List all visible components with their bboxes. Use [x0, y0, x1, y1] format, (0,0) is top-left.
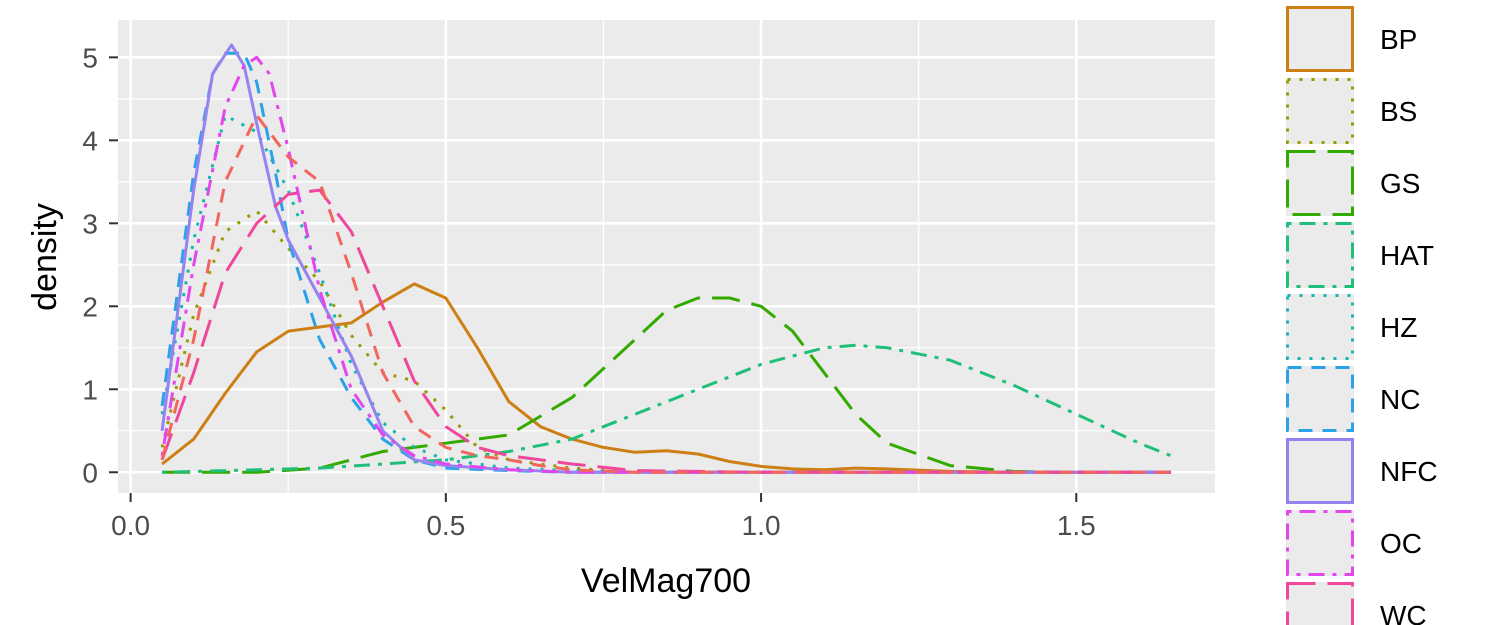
legend-label: OC — [1380, 528, 1422, 559]
series-line-oc — [160, 55, 1171, 474]
series-line-bp — [161, 282, 1171, 474]
legend-key-swatch — [1286, 222, 1354, 288]
legend-item-bp: BP — [1286, 6, 1417, 72]
legend: BP BS GS HAT HZ NC NFC OC WC — [1286, 6, 1438, 625]
legend-item-nfc: NFC — [1286, 438, 1438, 504]
legend-key-background — [1286, 6, 1354, 72]
legend-label: BS — [1380, 96, 1417, 127]
legend-key-swatch — [1286, 78, 1354, 144]
legend-key-background — [1286, 366, 1354, 432]
legend-key-swatch — [1286, 510, 1354, 576]
legend-key-background — [1286, 582, 1354, 625]
y-tick-label: 4 — [82, 125, 98, 156]
x-tick-label: 1.0 — [742, 510, 781, 541]
legend-label: HZ — [1380, 312, 1417, 343]
y-tick-label: 5 — [82, 42, 98, 73]
x-tick-label: 1.5 — [1057, 510, 1096, 541]
legend-label: GS — [1380, 168, 1420, 199]
legend-key-swatch — [1286, 150, 1354, 216]
legend-item-hat: HAT — [1286, 222, 1434, 288]
series-line-nc — [160, 51, 1171, 474]
legend-key-swatch — [1286, 366, 1354, 432]
y-axis-title: density — [26, 203, 64, 311]
legend-item-nc: NC — [1286, 366, 1420, 432]
legend-key-background — [1286, 294, 1354, 360]
x-tick-label: 0.0 — [111, 510, 150, 541]
legend-key-background — [1286, 510, 1354, 576]
legend-key-swatch — [1286, 582, 1354, 625]
y-axis: 0 1 2 3 4 5 — [82, 42, 118, 488]
legend-label: WC — [1380, 600, 1427, 625]
legend-label: NC — [1380, 384, 1420, 415]
y-tick-label: 3 — [82, 208, 98, 239]
legend-key-background — [1286, 222, 1354, 288]
legend-key-background — [1286, 438, 1354, 504]
x-axis-title: VelMag700 — [581, 562, 751, 600]
legend-item-wc: WC — [1286, 582, 1427, 625]
y-tick-label: 0 — [82, 457, 98, 488]
series-line-gs — [162, 296, 1171, 474]
legend-item-oc: OC — [1286, 510, 1422, 576]
legend-key-background — [1286, 78, 1354, 144]
legend-key-swatch — [1286, 438, 1354, 504]
legend-item-hz: HZ — [1286, 294, 1417, 360]
y-tick-label: 1 — [82, 374, 98, 405]
legend-key-background — [1286, 150, 1354, 216]
y-tick-label: 2 — [82, 291, 98, 322]
legend-key-swatch — [1286, 294, 1354, 360]
panel-background — [118, 20, 1215, 493]
x-tick-label: 0.5 — [426, 510, 465, 541]
series-line-hat — [162, 343, 1172, 474]
series-line-unlabeled — [160, 113, 1171, 474]
legend-item-gs: GS — [1286, 150, 1420, 216]
x-axis: 0.0 0.5 1.0 1.5 — [111, 493, 1096, 541]
series-line-wc — [160, 188, 1171, 474]
legend-key-swatch — [1286, 6, 1354, 72]
legend-label: NFC — [1380, 456, 1438, 487]
legend-item-bs: BS — [1286, 78, 1417, 144]
plot-lines — [160, 43, 1172, 474]
legend-label: BP — [1380, 24, 1417, 55]
legend-label: HAT — [1380, 240, 1434, 271]
